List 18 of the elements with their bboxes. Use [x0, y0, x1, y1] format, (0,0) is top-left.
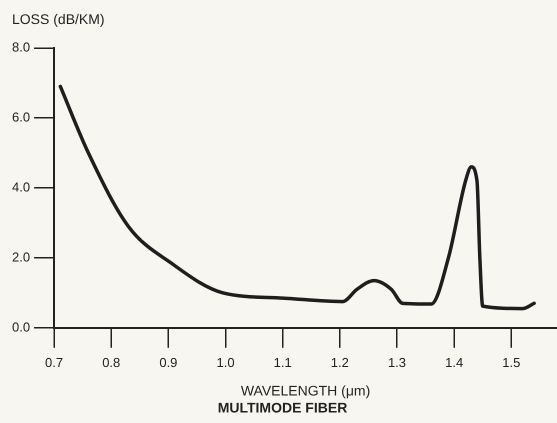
x-tick-label: 1.4: [445, 355, 464, 370]
y-tick-label: 6.0: [12, 110, 30, 125]
x-tick-label: 1.0: [216, 355, 235, 370]
x-axis-title: WAVELENGTH (μm): [240, 382, 370, 399]
x-tick-label: 1.3: [388, 355, 406, 370]
x-tick-label: 1.5: [502, 355, 520, 370]
line-series: [58, 84, 536, 310]
x-tick-label: 1.2: [330, 355, 349, 370]
y-axis-title: LOSS (dB/KM): [12, 10, 105, 27]
x-tick-label: 0.8: [102, 355, 120, 370]
y-tick-label: 8.0: [12, 40, 30, 55]
x-tick-label: 0.7: [45, 355, 64, 370]
y-tick-label: 0.0: [12, 319, 30, 334]
y-tick-label: 4.0: [12, 179, 30, 194]
x-tick-label: 0.9: [159, 355, 178, 370]
text: MULTIMODE FIBER: [218, 399, 348, 416]
x-tick-label: 1.1: [274, 355, 292, 370]
y-tick-label: 2.0: [12, 249, 30, 264]
